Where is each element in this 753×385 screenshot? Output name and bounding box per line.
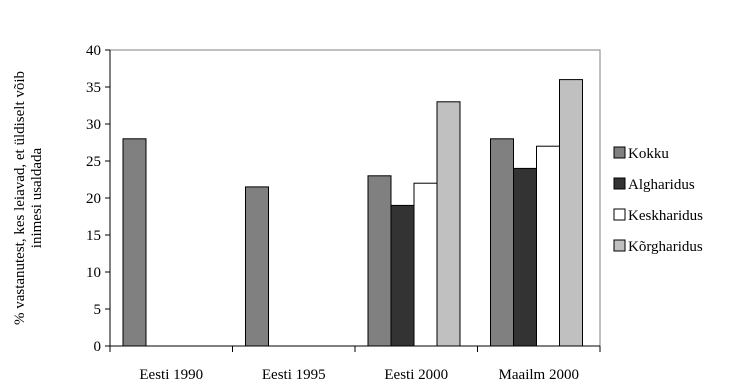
legend: Kokku Algharidus Keskharidus Kõrgharidus [613,146,703,255]
legend-label: Keskharidus [628,208,703,224]
bar-algharidus-3 [390,204,415,347]
bar-keskharidus-4 [536,145,560,347]
x-axis: Eesti 1990 Eesti 1995 Eesti 2000 Maailm 200… [109,345,601,383]
bar-keskharidus-3 [413,182,438,347]
x-tick-label: Maailm 2000 [499,367,579,383]
bar-kokku-3 [367,175,392,347]
y-tick-label: 30 [86,117,101,133]
y-axis: 0 5 10 15 20 25 30 35 40 [86,43,111,355]
bar-kokku-1 [122,138,147,347]
y-tick-label: 35 [86,80,101,96]
legend-swatch [613,239,626,252]
bar-kõrgharidus-4 [559,79,583,347]
y-tick-label: 10 [86,265,101,281]
legend-swatch [613,177,626,190]
y-axis-label: % vastanutest, kes leiavad, et üldiselt … [12,71,45,325]
y-tick-label: 5 [94,302,102,318]
bar-kõrgharidus-3 [436,101,461,347]
legend-label: Kokku [628,146,669,162]
y-tick-label: 20 [86,191,101,207]
y-axis-label-line: % vastanutest, kes leiavad, et üldiselt … [12,71,28,325]
y-tick-label: 0 [94,339,102,355]
legend-swatch [613,146,626,159]
bars [122,79,583,347]
y-axis-label-line: inimesi usaldada [29,147,45,248]
legend-label: Algharidus [628,177,695,193]
y-tick-label: 25 [86,154,101,170]
y-tick-label: 15 [86,228,101,244]
y-tick-label: 40 [86,43,101,59]
bar-kokku-2 [245,186,269,347]
x-tick-label: Eesti 1995 [262,367,326,383]
y-axis-label-lines: % vastanutest, kes leiavad, et üldiselt … [12,71,45,325]
bar-algharidus-4 [513,167,537,347]
x-tick-label: Eesti 1990 [139,367,203,383]
legend-swatch [613,208,626,221]
x-tick-label: Eesti 2000 [384,367,448,383]
legend-label: Kõrgharidus [628,239,703,255]
bar-kokku-4 [490,138,514,347]
